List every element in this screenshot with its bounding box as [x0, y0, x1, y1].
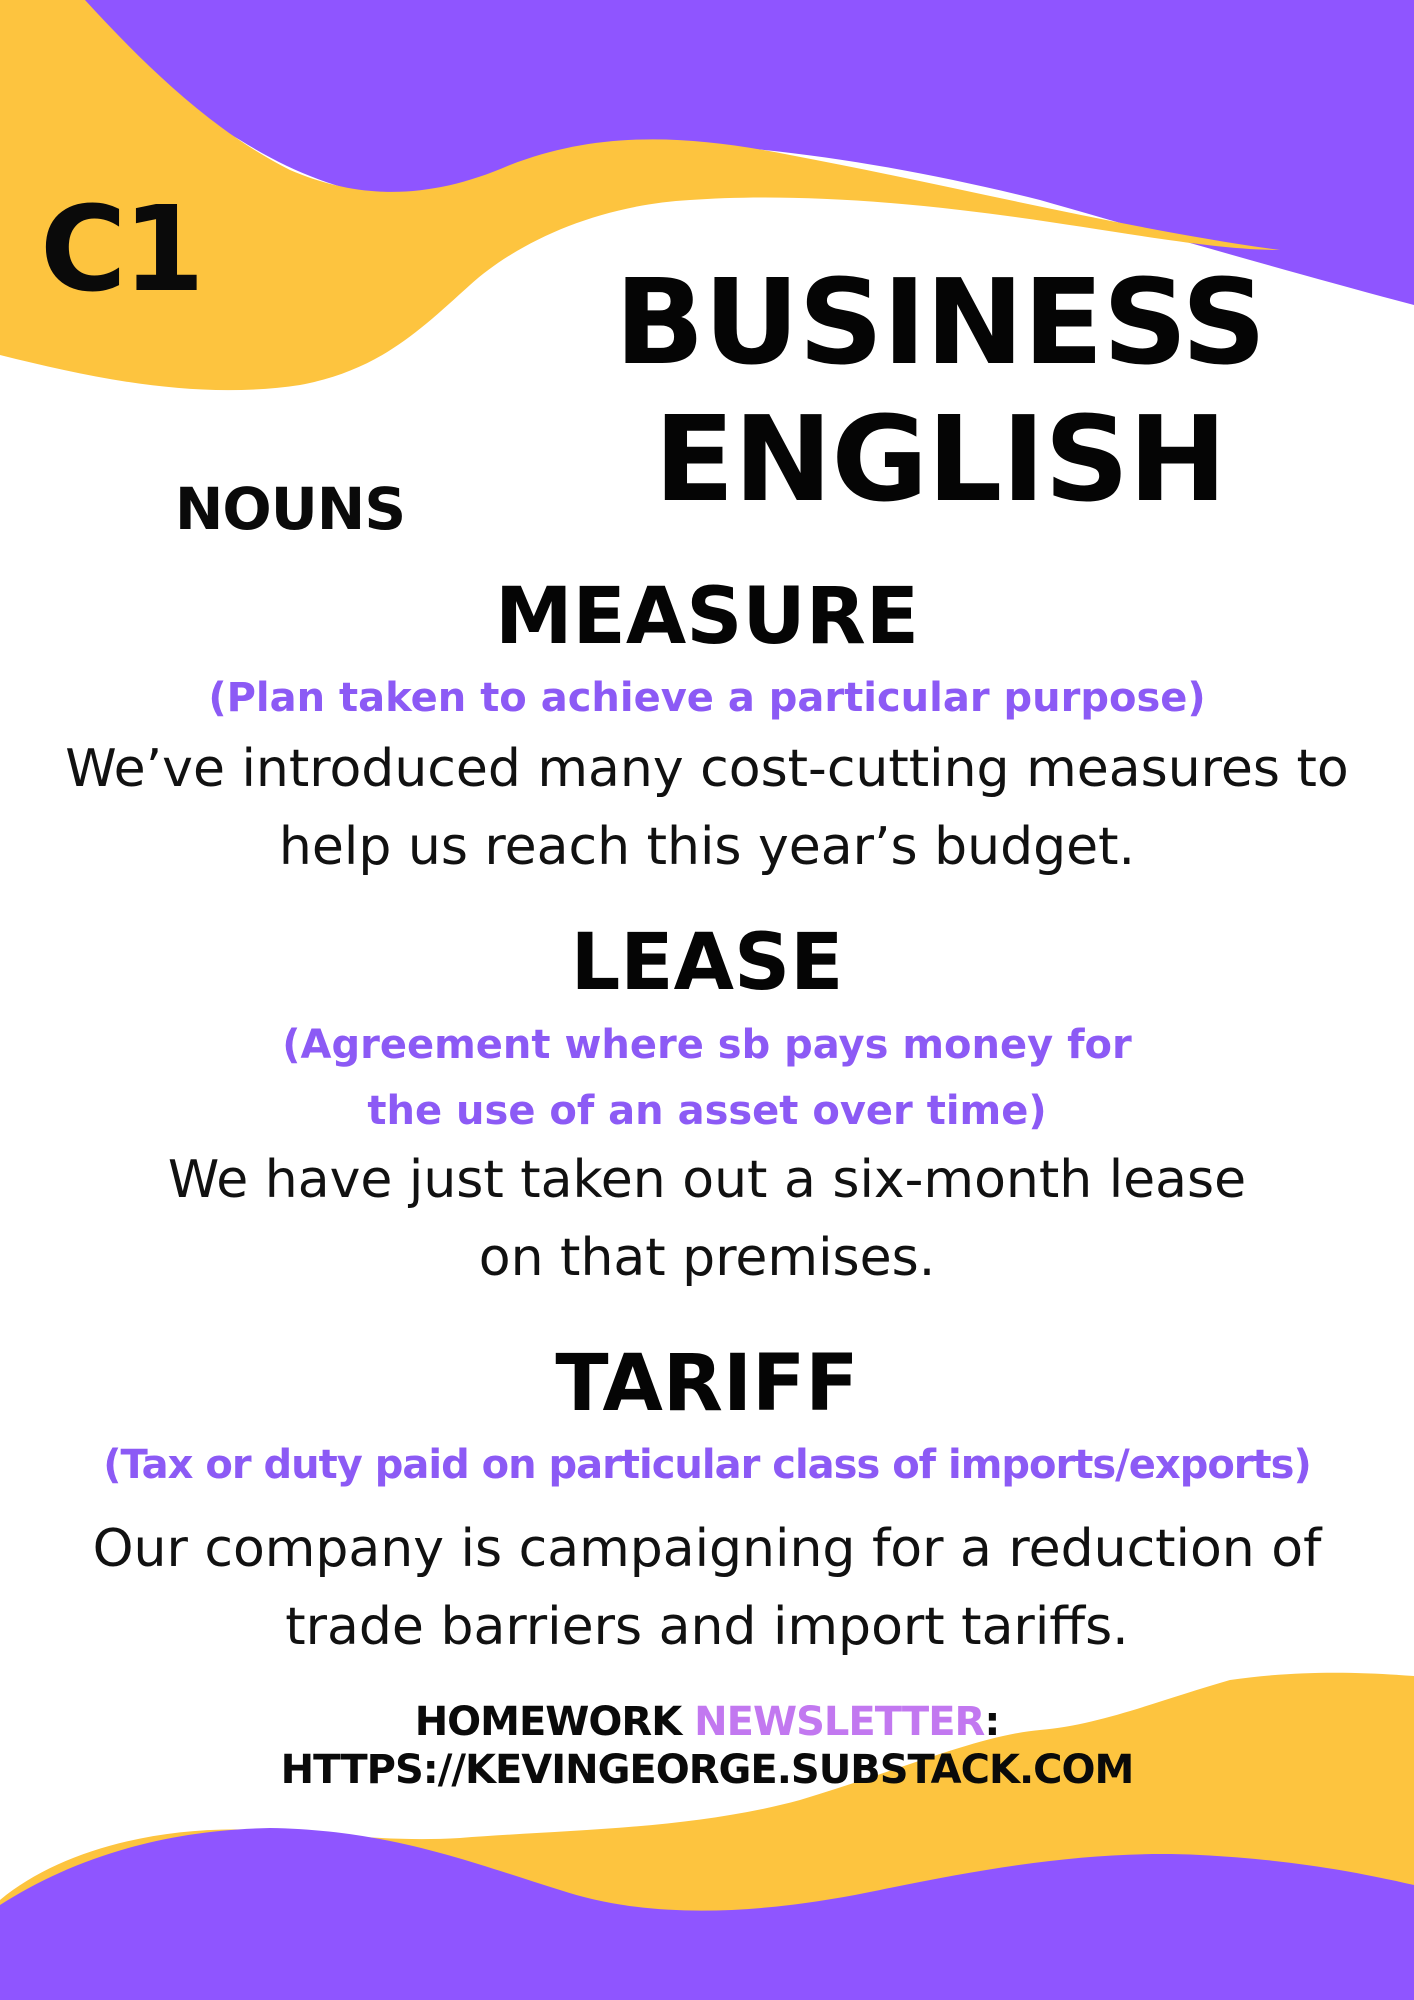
level-badge: C1 — [40, 180, 205, 318]
homework-label: HOMEWORK — [414, 1699, 683, 1745]
top-yellow-wave — [0, 0, 1280, 391]
definition-line: (Plan taken to achieve a particular purp… — [208, 675, 1206, 721]
newsletter-url[interactable]: HTTPS://KEVINGEORGE.SUBSTACK.COM — [280, 1747, 1135, 1793]
term-tariff: TARIFF — [555, 1339, 859, 1429]
term-lease: LEASE — [570, 918, 844, 1008]
page-title-line-1: BUSINESS — [614, 253, 1267, 391]
top-purple-wave — [0, 0, 1414, 305]
example-line: help us reach this year’s budget. — [278, 817, 1136, 877]
definition-line: the use of an asset over time) — [367, 1088, 1047, 1134]
example-measure: We’ve introduced many cost-cutting measu… — [0, 730, 1414, 886]
bottom-purple-wave — [0, 1828, 1414, 2000]
example-line: on that premises. — [478, 1228, 936, 1288]
example-lease: We have just taken out a six-month lease… — [0, 1141, 1414, 1297]
newsletter-footer: HOMEWORK NEWSLETTER: HTTPS://KEVINGEORGE… — [0, 1698, 1414, 1794]
definition-tariff: (Tax or duty paid on particular class of… — [0, 1432, 1414, 1498]
footer-colon: : — [984, 1699, 1000, 1745]
definition-measure: (Plan taken to achieve a particular purp… — [0, 665, 1414, 731]
example-line: Our company is campaigning for a reducti… — [92, 1519, 1322, 1579]
category-label: NOUNS — [174, 475, 406, 543]
example-line: We’ve introduced many cost-cutting measu… — [65, 739, 1349, 799]
example-line: We have just taken out a six-month lease — [167, 1150, 1247, 1210]
term-measure: MEASURE — [494, 572, 920, 662]
newsletter-label: NEWSLETTER — [694, 1699, 985, 1745]
newsletter-heading: HOMEWORK NEWSLETTER: — [0, 1698, 1414, 1746]
example-line: trade barriers and import tariffs. — [285, 1597, 1129, 1657]
example-tariff: Our company is campaigning for a reducti… — [0, 1510, 1414, 1666]
page-title-line-2: ENGLISH — [653, 390, 1227, 528]
definition-lease: (Agreement where sb pays money for the u… — [0, 1012, 1414, 1144]
definition-line: (Agreement where sb pays money for — [282, 1022, 1132, 1068]
definition-line: (Tax or duty paid on particular class of… — [103, 1442, 1312, 1488]
